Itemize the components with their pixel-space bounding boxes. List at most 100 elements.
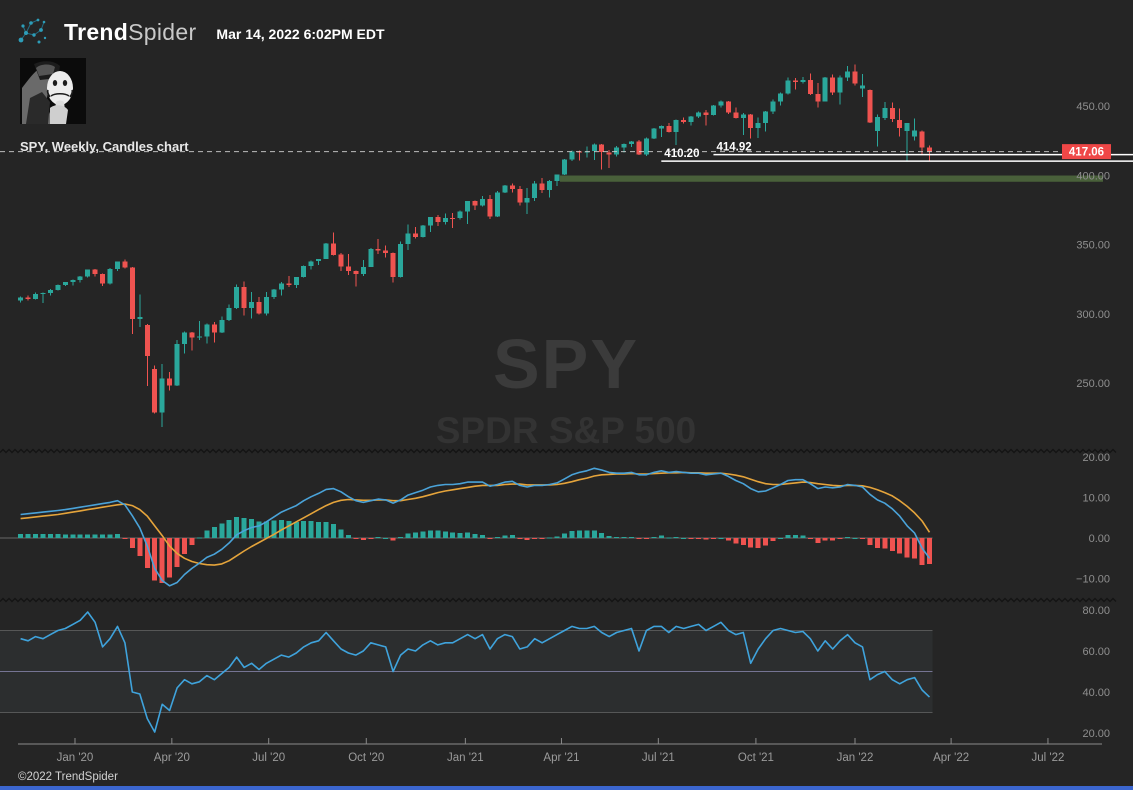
candle bbox=[316, 259, 322, 262]
candle bbox=[219, 320, 225, 333]
candle bbox=[129, 267, 135, 319]
macd-histogram-bar bbox=[271, 520, 277, 538]
price-level-label: 410.20 bbox=[664, 148, 699, 160]
candle bbox=[211, 324, 217, 333]
macd-histogram-bar bbox=[345, 535, 351, 538]
candle bbox=[562, 159, 567, 175]
macd-histogram-bar bbox=[755, 538, 761, 549]
candle bbox=[502, 185, 508, 193]
candle bbox=[666, 126, 672, 132]
brand-trend: Trend bbox=[64, 18, 129, 45]
candle bbox=[122, 261, 128, 268]
macd-histogram-bar bbox=[375, 537, 381, 539]
candle bbox=[144, 324, 150, 357]
price-axis-label: 450.00 bbox=[1076, 101, 1110, 113]
macd-histogram-bar bbox=[62, 534, 68, 538]
macd-histogram-bar bbox=[517, 538, 523, 540]
macd-histogram-bar bbox=[92, 534, 98, 538]
macd-histogram-bar bbox=[919, 538, 925, 566]
candle bbox=[308, 261, 314, 266]
candle bbox=[390, 252, 396, 277]
macd-histogram-bar bbox=[435, 530, 441, 538]
candle bbox=[621, 143, 627, 148]
macd-histogram-bar bbox=[47, 534, 53, 538]
macd-histogram-bar bbox=[576, 530, 582, 538]
candle bbox=[807, 79, 813, 94]
macd-histogram-bar bbox=[234, 516, 240, 538]
macd-histogram-bar bbox=[55, 534, 61, 538]
candle bbox=[927, 147, 932, 152]
candle bbox=[249, 301, 255, 308]
candle bbox=[643, 138, 649, 155]
candle bbox=[77, 276, 83, 280]
macd-histogram-bar bbox=[748, 538, 754, 548]
candle bbox=[278, 283, 284, 290]
candle bbox=[115, 261, 120, 270]
x-axis-label: Jul '20 bbox=[252, 752, 285, 764]
macd-histogram-bar bbox=[427, 530, 433, 538]
candle bbox=[755, 122, 761, 128]
candle bbox=[725, 101, 731, 113]
x-axis-label: Jan '20 bbox=[57, 752, 94, 764]
rsi-axis-label: 60.00 bbox=[1082, 646, 1110, 658]
macd-histogram-bar bbox=[241, 517, 247, 539]
macd-histogram-bar bbox=[18, 534, 24, 538]
candle bbox=[487, 198, 493, 217]
macd-histogram-bar bbox=[591, 530, 597, 538]
x-axis-label: Apr '21 bbox=[543, 752, 579, 764]
candle bbox=[25, 297, 31, 300]
candle bbox=[673, 120, 679, 132]
candle bbox=[509, 185, 515, 190]
macd-histogram-bar bbox=[129, 538, 135, 549]
candle bbox=[703, 112, 709, 116]
candle bbox=[398, 244, 404, 277]
candle bbox=[845, 71, 851, 78]
candle bbox=[241, 287, 247, 308]
macd-histogram-bar bbox=[338, 529, 344, 538]
macd-histogram-bar bbox=[331, 524, 336, 538]
macd-histogram-bar bbox=[852, 538, 858, 539]
macd-histogram-bar bbox=[487, 538, 493, 539]
candle bbox=[234, 287, 240, 308]
macd-histogram-bar bbox=[137, 538, 143, 557]
macd-histogram-bar bbox=[316, 521, 322, 538]
last-price-badge bbox=[1062, 144, 1111, 160]
macd-histogram-bar bbox=[442, 531, 448, 538]
candle bbox=[882, 107, 888, 119]
x-axis-label: Apr '22 bbox=[933, 752, 969, 764]
candle bbox=[293, 277, 299, 285]
candle bbox=[852, 71, 858, 84]
candle bbox=[323, 243, 329, 260]
candle bbox=[748, 114, 754, 128]
candle bbox=[785, 80, 791, 94]
trendspider-logo-icon[interactable] bbox=[14, 14, 50, 50]
macd-histogram-bar bbox=[494, 537, 500, 539]
macd-histogram-bar bbox=[643, 538, 649, 539]
horizontal-scrollbar[interactable] bbox=[0, 786, 1133, 790]
macd-histogram-bar bbox=[286, 521, 292, 538]
candle bbox=[919, 131, 925, 148]
macd-histogram-bar bbox=[368, 538, 374, 539]
candle bbox=[837, 77, 843, 93]
candle bbox=[405, 233, 411, 245]
macd-histogram-bar bbox=[204, 530, 210, 538]
candle bbox=[763, 111, 769, 123]
candle bbox=[591, 144, 597, 152]
macd-histogram-bar bbox=[800, 535, 806, 538]
macd-histogram-bar bbox=[711, 538, 716, 539]
brand-wordmark: TrendSpider bbox=[64, 19, 196, 46]
macd-histogram-bar bbox=[360, 538, 366, 540]
candle bbox=[107, 269, 113, 284]
macd-histogram-bar bbox=[599, 533, 605, 538]
macd-histogram-bar bbox=[226, 520, 232, 538]
macd-histogram-bar bbox=[420, 531, 426, 538]
x-axis-label: Apr '20 bbox=[154, 752, 190, 764]
candle bbox=[867, 89, 873, 123]
candle bbox=[815, 93, 821, 102]
candle bbox=[904, 123, 910, 131]
macd-histogram-bar bbox=[40, 534, 46, 538]
macd-histogram-bar bbox=[77, 534, 83, 538]
candle bbox=[18, 297, 24, 301]
candle bbox=[547, 181, 553, 190]
